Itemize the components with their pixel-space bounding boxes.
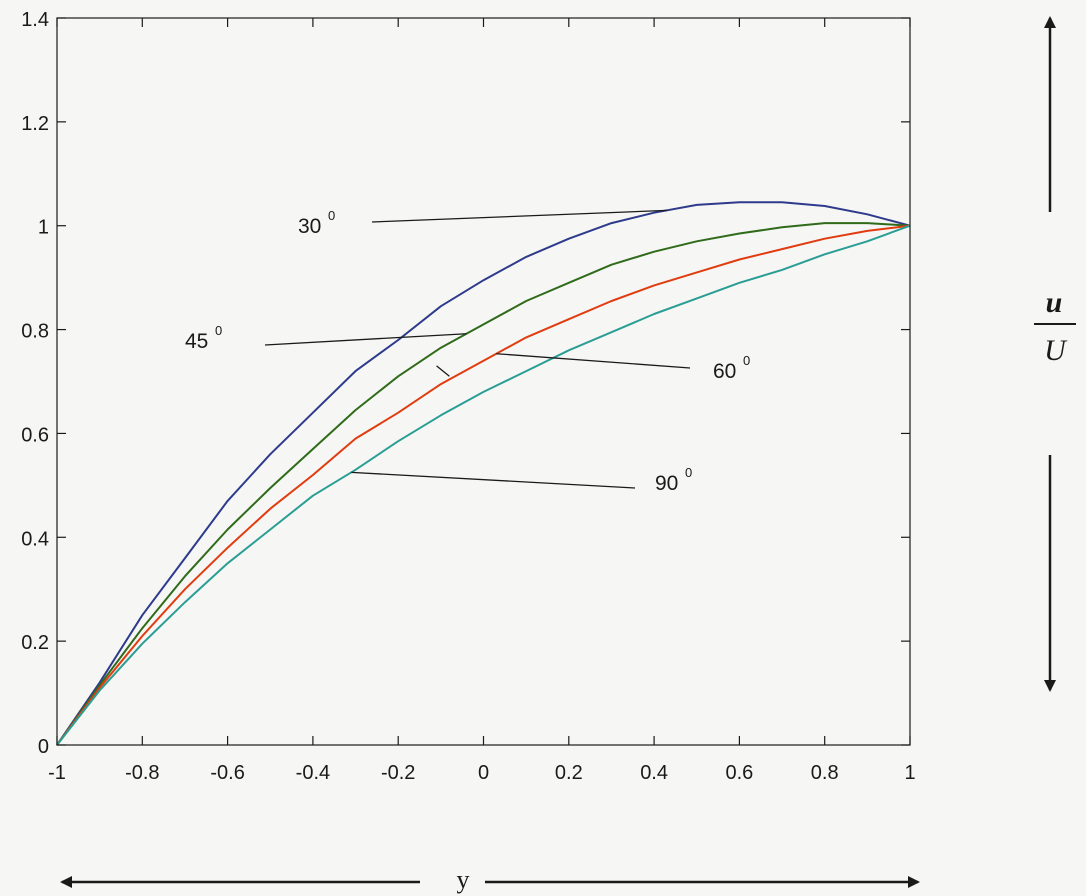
annotation-label-45: 45	[185, 330, 208, 353]
y-axis-label-numerator: u	[1046, 286, 1063, 319]
y-tick-label: 1	[38, 217, 49, 239]
y-tick-label: 0.6	[21, 424, 49, 446]
x-tick-label: -0.8	[125, 762, 159, 784]
y-tick-label: 0	[38, 736, 49, 758]
x-tick-label: 1	[904, 762, 915, 784]
annotation-mark	[436, 365, 450, 377]
annotation-leader-90	[351, 471, 636, 489]
plot-area-frame	[56, 17, 911, 746]
annotation-leader-30	[371, 209, 667, 223]
series-line-45	[56, 222, 911, 746]
y-axis-label-denominator: U	[1044, 334, 1068, 367]
annotation-degree-30: 0	[328, 208, 335, 223]
annotation-degree-60: 0	[743, 353, 750, 368]
y-tick-label: 0.8	[21, 321, 49, 343]
series-line-90	[56, 224, 911, 746]
annotation-degree-45: 0	[215, 323, 222, 338]
annotation-leader-60	[496, 353, 691, 369]
x-tick-label: 0.4	[640, 762, 668, 784]
annotation-label-90: 90	[655, 472, 678, 495]
x-tick-label: -0.6	[210, 762, 244, 784]
x-axis-label: y	[457, 865, 470, 894]
x-tick-label: -0.4	[296, 762, 330, 784]
data-series	[56, 201, 911, 746]
axis-ticks: -1 -0.8 -0.6 -0.4 -0.2 0 0.2 0.4 0.6 0.8 1 0 0.2 0.4 0…	[21, 9, 915, 784]
x-tick-label: -1	[48, 762, 66, 784]
series-line-30	[56, 201, 911, 746]
y-tick-label: 0.4	[21, 528, 49, 550]
y-axis-label-group: u U	[1034, 16, 1076, 692]
annotation-leader-45	[264, 333, 467, 346]
y-tick-label: 0.2	[21, 632, 49, 654]
x-tick-label: 0.2	[555, 762, 583, 784]
x-tick-label: 0.8	[811, 762, 839, 784]
x-tick-label: 0.6	[725, 762, 753, 784]
annotations: 30 0 45 0 60 0 90 0	[185, 208, 750, 495]
x-tick-label: -0.2	[381, 762, 415, 784]
x-axis-label-group: y	[60, 865, 920, 894]
y-tick-label: 1.2	[21, 113, 49, 135]
series-line-60	[56, 224, 911, 746]
x-tick-label: 0	[478, 762, 489, 784]
annotation-label-60: 60	[713, 360, 736, 383]
y-tick-label: 1.4	[21, 9, 49, 31]
annotation-label-30: 30	[298, 215, 321, 238]
annotation-degree-90: 0	[685, 465, 692, 480]
